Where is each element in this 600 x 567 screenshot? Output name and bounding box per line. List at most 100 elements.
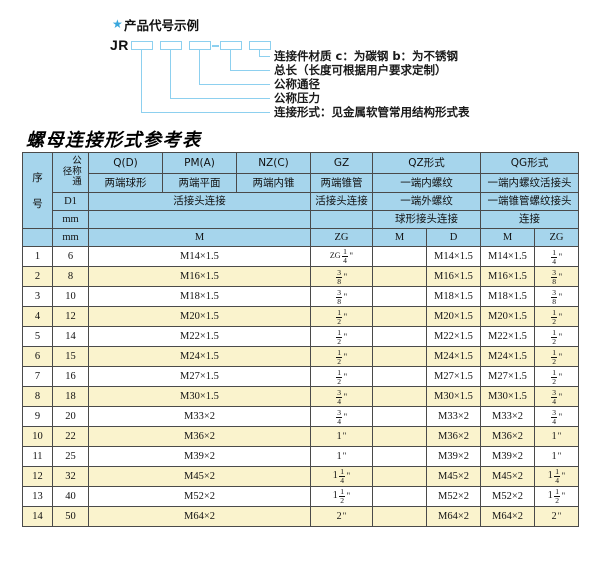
cell-seq: 14 [22, 506, 53, 528]
header-desc-qd: 两端球形 [88, 173, 163, 194]
cell-bore: 12 [52, 306, 89, 328]
header-row-desc: 两端球形 两端平面 两端内锥 两端锥管 一端内螺纹 一端内螺纹活接头 [23, 173, 579, 194]
cell-zg-gz: 2 " [310, 506, 373, 528]
table-row: 4 12 M20×1.5 1 2 " M20×1.5 M20×1.5 1 2 " [22, 306, 579, 328]
header-bore: 公称通径 [52, 151, 89, 194]
leader-line-h-4 [230, 70, 270, 72]
cell-seq: 8 [22, 386, 53, 408]
header-group-code-pma: PM(A) [162, 151, 237, 175]
cell-d-qz: M14×1.5 [426, 246, 481, 268]
cell-m-qz [372, 266, 427, 288]
cell-seq: 10 [22, 426, 53, 448]
header-group-code-qg: QG形式 [480, 151, 579, 175]
table-row: 3 10 M18×1.5 3 8 " M18×1.5 M18×1.5 3 8 " [22, 286, 579, 308]
cell-bore: 15 [52, 346, 89, 368]
table-row: 12 32 M45×2 1 1 4 " M45×2 M45×2 1 1 4 " [22, 466, 579, 488]
leader-line-h-2 [170, 98, 270, 100]
cell-zg-gz: 1 1 2 " [310, 486, 373, 508]
nut-connection-spec-table: 序 号 公称通径 Q(D) PM(A) NZ(C) GZ QZ形式 QG形式 两… [22, 151, 579, 528]
header-qg-line3: 连接 [480, 210, 579, 230]
cell-zg-qg: 1 " [534, 446, 579, 468]
leader-line-v-3 [199, 50, 201, 84]
cell-seq: 6 [22, 346, 53, 368]
cell-m-left: M52×2 [88, 486, 311, 508]
header-bore-unit: mm [52, 210, 89, 230]
table-row: 6 15 M24×1.5 1 2 " M24×1.5 M24×1.5 1 2 " [22, 346, 579, 368]
code-box-1 [131, 41, 153, 50]
code-box-4 [220, 41, 242, 50]
cell-m-left: M36×2 [88, 426, 311, 448]
cell-d-qz: M33×2 [426, 406, 481, 428]
header-row-unit: mm 球形接头连接 连接 [23, 210, 579, 230]
cell-seq: 4 [22, 306, 53, 328]
table-row: 13 40 M52×2 1 1 2 " M52×2 M52×2 1 1 2 " [22, 486, 579, 508]
cell-seq: 11 [22, 446, 53, 468]
table-row: 8 18 M30×1.5 3 4 " M30×1.5 M30×1.5 3 4 " [22, 386, 579, 408]
header-row-connect: D1 活接头连接 活接头连接 一端外螺纹 一端锥管螺纹接头 [23, 192, 579, 212]
cell-zg-gz: ZG 1 4 " [310, 246, 373, 268]
header-desc-gz: 两端锥管 [310, 173, 373, 194]
header-seq-line2: 号 [32, 197, 43, 210]
header-spacer-left [88, 210, 311, 230]
header-bore-d1: D1 [52, 192, 89, 212]
cell-m-qz [372, 326, 427, 348]
cell-m-left: M14×1.5 [88, 246, 311, 268]
cell-seq: 1 [22, 246, 53, 268]
cell-bore: 50 [52, 506, 89, 528]
header-sub-zg-gz: ZG [310, 228, 373, 248]
cell-zg-qg: 3 4 " [534, 406, 579, 428]
header-sub-m-left: M [88, 228, 311, 248]
cell-zg-qg: 2 " [534, 506, 579, 528]
cell-m-qg: M36×2 [480, 426, 535, 448]
cell-d-qz: M18×1.5 [426, 286, 481, 308]
leader-line-h-3 [199, 84, 270, 86]
header-sub-m-qg: M [480, 228, 535, 248]
cell-d-qz: M36×2 [426, 426, 481, 448]
table-row: 2 8 M16×1.5 3 8 " M16×1.5 M16×1.5 3 8 " [22, 266, 579, 288]
cell-m-qz [372, 446, 427, 468]
cell-zg-gz: 3 4 " [310, 406, 373, 428]
cell-m-left: M39×2 [88, 446, 311, 468]
cell-m-qz [372, 346, 427, 368]
cell-seq: 13 [22, 486, 53, 508]
header-sub-m-qz: M [372, 228, 427, 248]
header-spacer-gz [310, 210, 373, 230]
cell-zg-gz: 1 2 " [310, 306, 373, 328]
cell-zg-gz: 1 2 " [310, 366, 373, 388]
cell-bore: 25 [52, 446, 89, 468]
cell-zg-qg: 1 4 " [534, 246, 579, 268]
cell-m-qg: M33×2 [480, 406, 535, 428]
header-sub-seq [22, 228, 53, 248]
header-qg-line2: 一端锥管螺纹接头 [480, 192, 579, 212]
cell-zg-gz: 1 2 " [310, 346, 373, 368]
cell-m-qg: M30×1.5 [480, 386, 535, 408]
cell-zg-gz: 1 2 " [310, 326, 373, 348]
table-row: 14 50 M64×2 2 " M64×2 M64×2 2 " [22, 506, 579, 528]
table-row: 5 14 M22×1.5 1 2 " M22×1.5 M22×1.5 1 2 " [22, 326, 579, 348]
header-group-code-nzc: NZ(C) [236, 151, 311, 175]
cell-zg-qg: 1 2 " [534, 366, 579, 388]
cell-m-left: M27×1.5 [88, 366, 311, 388]
cell-m-left: M45×2 [88, 466, 311, 488]
annotation-total-length: 总长（长度可根据用户要求定制） [274, 63, 447, 77]
cell-m-left: M24×1.5 [88, 346, 311, 368]
cell-seq: 5 [22, 326, 53, 348]
cell-d-qz: M20×1.5 [426, 306, 481, 328]
cell-m-qg: M16×1.5 [480, 266, 535, 288]
header-group-code-gz: GZ [310, 151, 373, 175]
table-row: 11 25 M39×2 1 " M39×2 M39×2 1 " [22, 446, 579, 468]
cell-m-qz [372, 426, 427, 448]
cell-m-qg: M20×1.5 [480, 306, 535, 328]
cell-d-qz: M27×1.5 [426, 366, 481, 388]
cell-m-left: M30×1.5 [88, 386, 311, 408]
cell-m-qz [372, 506, 427, 528]
cell-d-qz: M24×1.5 [426, 346, 481, 368]
cell-bore: 32 [52, 466, 89, 488]
cell-d-qz: M16×1.5 [426, 266, 481, 288]
cell-bore: 6 [52, 246, 89, 268]
cell-m-qg: M14×1.5 [480, 246, 535, 268]
annotation-material: 连接件材质 c：为碳钢 b：为不锈钢 [274, 49, 459, 63]
header-desc-pma: 两端平面 [162, 173, 237, 194]
leader-line-v-2 [170, 50, 172, 98]
cell-d-qz: M64×2 [426, 506, 481, 528]
